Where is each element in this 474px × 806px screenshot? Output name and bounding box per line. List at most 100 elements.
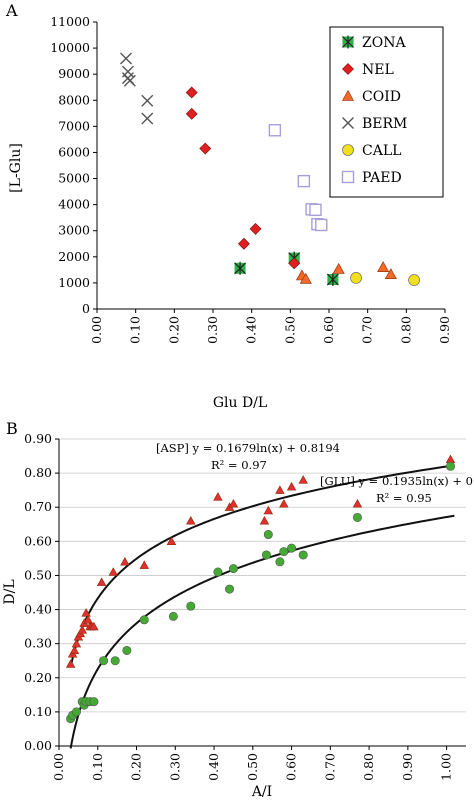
data-point-coid <box>332 262 345 274</box>
series-paed <box>268 124 328 232</box>
series-zona <box>234 251 339 287</box>
data-point-glu <box>168 611 178 621</box>
data-point-asp <box>275 485 285 494</box>
data-point-paed <box>268 124 282 137</box>
data-point-berm <box>141 94 154 107</box>
data-point-asp <box>263 505 274 515</box>
data-point-glu <box>213 567 223 577</box>
data-point-asp <box>286 481 297 491</box>
data-point-asp <box>139 560 149 569</box>
data-point-berm <box>141 112 154 125</box>
y-tick-label: 6000 <box>58 144 90 159</box>
x-tick-label: 0.60 <box>321 316 336 344</box>
data-point-glu <box>89 697 99 707</box>
series-call <box>350 272 420 286</box>
x-tick-label: 0.30 <box>167 753 182 781</box>
legend-marker-coid <box>341 89 355 101</box>
data-point-glu <box>110 656 120 666</box>
data-point-asp <box>228 498 239 508</box>
data-point-nel <box>238 237 250 250</box>
x-axis-title: Glu D/L <box>213 395 267 411</box>
series-asp <box>65 454 456 668</box>
x-tick-label: 0.70 <box>360 316 375 344</box>
data-point-asp <box>81 608 91 617</box>
x-tick-label: 0.50 <box>282 316 297 344</box>
data-point-asp <box>213 492 223 501</box>
data-point-asp <box>352 498 363 508</box>
data-point-nel <box>288 257 301 270</box>
x-tick-label: 0.60 <box>284 753 299 781</box>
data-point-asp <box>96 577 107 586</box>
legend-marker-nel <box>342 63 354 75</box>
legend-label-call: CALL <box>362 143 401 159</box>
legend-marker-berm-stroke <box>342 117 354 129</box>
data-point-asp <box>259 516 270 525</box>
y-tick-label: 0.00 <box>24 738 52 753</box>
x-tick-label: 0.20 <box>166 316 181 344</box>
legend-box <box>329 26 444 198</box>
data-point-paed <box>297 174 311 188</box>
data-point-nel <box>185 107 198 120</box>
x-tick-label: 0.70 <box>322 753 337 781</box>
legend-marker-berm <box>342 117 354 129</box>
data-point-asp <box>166 536 177 545</box>
data-point-asp <box>77 625 87 634</box>
y-tick-label: 0.40 <box>24 602 52 617</box>
data-point-asp <box>445 454 456 464</box>
data-point-paed <box>309 203 322 217</box>
data-point-asp <box>279 498 289 508</box>
y-tick-label: 0 <box>82 301 90 316</box>
legend: ZONA NEL COID BERM CALL PAED <box>329 26 444 198</box>
data-point-berm <box>121 65 134 78</box>
x-tick-label: 0.00 <box>89 316 104 344</box>
data-point-coid <box>377 261 390 272</box>
y-tick-label: 4000 <box>58 197 90 212</box>
x-tick-label: 0.40 <box>244 316 259 344</box>
y-tick-label: 5000 <box>58 171 90 186</box>
y-tick-label: 7000 <box>58 118 90 133</box>
y-axis-title: [L-Glu] <box>8 143 24 193</box>
fit-r2-asp: R² = 0.97 <box>211 458 267 472</box>
legend-label-paed: PAED <box>362 170 402 186</box>
fit-r2-glu: R² = 0.95 <box>376 491 432 505</box>
data-point-call <box>350 272 362 284</box>
chart-panel-a: A 0 1000 2000 3000 4000 5000 6000 7000 8000 9000 10… <box>5 1 452 411</box>
y-tick-label: 0.60 <box>24 533 52 548</box>
data-point-coid <box>384 268 397 279</box>
x-tick-label: 0.80 <box>398 316 413 344</box>
y-tick-label: 11000 <box>50 14 90 29</box>
data-point-call <box>408 274 420 286</box>
y-tick-label: 0.50 <box>24 567 52 582</box>
data-point-berm-stroke <box>141 112 154 125</box>
x-tick-label: 0.30 <box>205 316 220 344</box>
fit-equation-glu: [GLU] y = 0.1935ln(x) + 0.6713 <box>320 474 474 488</box>
legend-label-coid: COID <box>362 89 401 105</box>
x-tick-label: 0.90 <box>437 316 452 344</box>
x-axis-title: A/I <box>251 784 272 800</box>
data-point-berm-stroke <box>123 74 136 87</box>
chart-panel-b: B 0.00 0.10 0.20 0.30 0.40 0.50 0.60 0.70 0.80 0.9… <box>2 419 474 800</box>
data-point-berm <box>120 52 132 65</box>
data-point-asp <box>69 645 80 655</box>
data-point-glu <box>225 584 235 594</box>
data-point-glu <box>445 461 455 471</box>
data-point-coid <box>299 272 312 284</box>
data-point-berm <box>123 74 136 87</box>
y-tick-label: 10000 <box>50 40 90 55</box>
data-point-asp <box>71 638 82 648</box>
y-tick-label: 3000 <box>58 223 90 238</box>
legend-marker-call <box>342 144 354 156</box>
legend-marker-paed <box>341 170 355 184</box>
x-tick-label: 0.10 <box>90 753 105 781</box>
legend-label-nel: NEL <box>362 62 394 78</box>
data-point-zona <box>326 273 339 287</box>
data-point-glu <box>71 707 81 717</box>
data-point-glu <box>298 550 308 560</box>
data-point-nel <box>185 86 198 99</box>
data-point-glu <box>263 530 273 540</box>
series-berm <box>120 52 154 125</box>
data-point-zona <box>234 261 246 275</box>
data-point-asp <box>83 614 93 624</box>
data-point-glu <box>186 601 196 611</box>
x-tick-label: 1.00 <box>439 753 454 781</box>
